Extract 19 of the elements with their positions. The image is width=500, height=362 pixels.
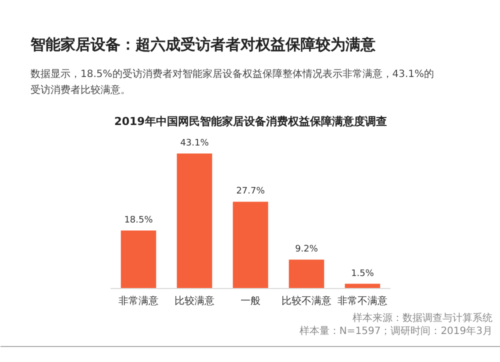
chart-title: 智能家居设备：超六成受访者者对权益保障较为满意 [30, 36, 376, 54]
text: 样本来源：数据调查与计算系统 [352, 312, 492, 324]
bar [232, 202, 268, 288]
x-tick-label: 一般 [240, 296, 260, 307]
data-label: 43.1% [180, 138, 210, 148]
text: 样本量：N=1597；调研时间：2019年3月 [299, 325, 493, 337]
data-label: 9.2% [295, 244, 318, 255]
x-axis-title: 2019年中国网民智能家居设备消费权益保障满意度调查 [114, 115, 387, 128]
x-tick-label: 非常满意 [118, 295, 158, 307]
x-tick-label: 非常不满意 [338, 295, 388, 307]
bar [176, 154, 212, 288]
x-tick-label: 比较不满意 [282, 295, 332, 307]
data-label: 1.5% [351, 268, 374, 279]
bar [288, 260, 324, 288]
x-tick-label: 比较满意 [174, 295, 214, 307]
data-label: 27.7% [236, 186, 266, 197]
data-label: 18.5% [124, 216, 154, 226]
bar [120, 230, 156, 288]
chart-subtitle: 数据显示，18.5%的受访消费者对智能家居设备权益保障整体情况表示非常满意，43.1%的受访消费者比较满意。 [30, 68, 434, 96]
